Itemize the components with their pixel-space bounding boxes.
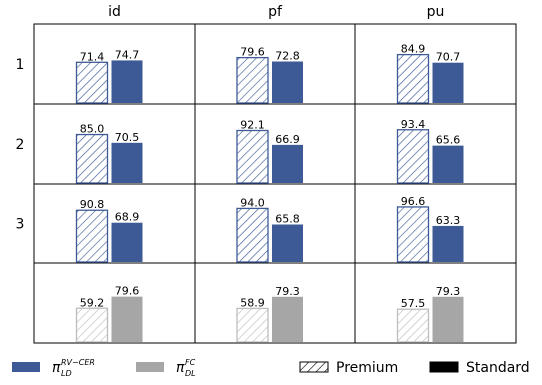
- bar-id-r1-standard: [111, 60, 143, 103]
- legend-superscript-pi_ld: RV−CER: [61, 358, 95, 367]
- bar-value-label: 59.2: [80, 296, 105, 309]
- column-header-pu: pu: [427, 4, 445, 20]
- bar-value-label: 93.4: [401, 118, 426, 131]
- bar-id-r4-premium: [75, 307, 109, 343]
- legend-swatch-pi_ld: [12, 362, 40, 372]
- bar-pu-r4-premium: [396, 308, 430, 343]
- grid-cells: [33, 23, 517, 344]
- bar-pu-r4-standard: [432, 296, 464, 342]
- legend-subscript-pi_ld: LD: [61, 369, 72, 378]
- legend-swatch-premium: [299, 361, 329, 373]
- bar-value-label: 79.3: [436, 285, 461, 298]
- bar-id-r2-standard: [111, 142, 143, 183]
- bar-value-label: 79.6: [240, 46, 265, 59]
- bar-value-label: 84.9: [401, 43, 426, 56]
- legend-swatch-standard: [429, 361, 459, 373]
- bar-value-label: 65.6: [436, 134, 461, 147]
- bar-value-label: 63.3: [436, 214, 461, 227]
- bar-value-label: 96.6: [401, 195, 426, 208]
- bar-value-label: 90.8: [80, 198, 105, 211]
- bar-pf-r1-standard: [272, 61, 303, 103]
- bar-value-label: 68.9: [115, 211, 140, 224]
- bar-id-r1-premium: [75, 61, 109, 104]
- bar-pu-r2-standard: [432, 145, 464, 183]
- bar-pf-r3-standard: [272, 224, 303, 262]
- bar-pu-r3-standard: [432, 225, 464, 262]
- bar-pu-r2-premium: [396, 129, 430, 184]
- bar-value-label: 71.4: [80, 50, 105, 63]
- legend-subscript-pi_dl: DL: [185, 369, 196, 378]
- grid-labels: id pf pu 1 2 3: [16, 4, 445, 233]
- legend-superscript-pi_dl: FC: [185, 358, 196, 367]
- bar-id-r3-standard: [111, 222, 143, 262]
- legend-label-pi_ld: π: [52, 360, 61, 376]
- bar-value-label: 65.8: [275, 212, 300, 225]
- legend-swatch-pi_dl: [136, 362, 164, 372]
- bar-value-label: 94.0: [240, 196, 265, 209]
- bar-value-label: 72.8: [275, 50, 300, 63]
- bar-pu-r1-standard: [432, 62, 464, 103]
- bar-pf-r4-premium: [236, 307, 269, 343]
- legend-label-standard: Standard: [466, 360, 530, 376]
- row-label-1: 1: [16, 57, 25, 73]
- bar-value-label: 79.6: [115, 285, 140, 298]
- bar-id-r3-premium: [75, 209, 109, 263]
- bar-pf-r2-standard: [272, 144, 303, 183]
- bar-value-label: 57.5: [401, 297, 426, 310]
- bar-pf-r2-premium: [236, 129, 269, 184]
- bar-id-r2-premium: [75, 133, 109, 184]
- row-label-3: 3: [16, 217, 25, 233]
- bar-value-label: 85.0: [80, 123, 105, 136]
- bar-id-r4-standard: [111, 296, 143, 342]
- bar-value-label: 70.7: [436, 51, 461, 64]
- bar-value-label: 58.9: [240, 296, 265, 309]
- bar-value-label: 92.1: [240, 119, 265, 132]
- bar-pf-r3-premium: [236, 207, 269, 263]
- column-header-id: id: [108, 4, 121, 20]
- bar-value-label: 70.5: [115, 131, 140, 144]
- bar-pf-r4-standard: [272, 296, 303, 342]
- bars: 71.4 74.7 79.6 72.8 84.9 70.7 85.0 70.5 92.1 66.9…: [75, 43, 464, 343]
- row-label-2: 2: [16, 137, 25, 153]
- bar-pu-r3-premium: [396, 206, 430, 263]
- bar-value-label: 74.7: [115, 48, 140, 61]
- legend-label-pi_dl: π: [176, 360, 185, 376]
- bar-value-label: 66.9: [275, 133, 300, 146]
- panel-r4-c3: [354, 262, 517, 344]
- bar-pu-r1-premium: [396, 53, 430, 104]
- bar-pf-r1-premium: [236, 56, 269, 104]
- column-header-pf: pf: [268, 4, 283, 20]
- legend-label-premium: Premium: [336, 360, 398, 376]
- bar-value-label: 79.3: [275, 285, 300, 298]
